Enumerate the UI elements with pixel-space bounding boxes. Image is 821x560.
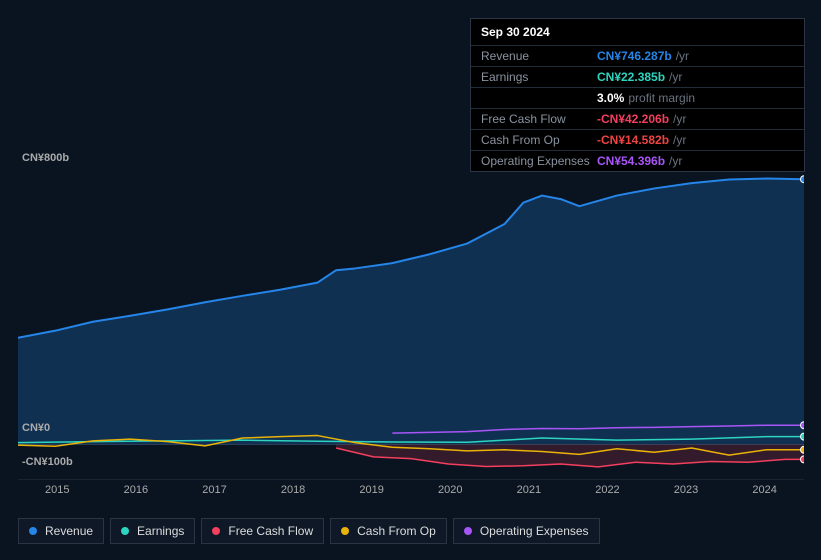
tooltip-row: Cash From Op-CN¥14.582b/yr — [471, 129, 804, 150]
tooltip-row: RevenueCN¥746.287b/yr — [471, 45, 804, 66]
tooltip-suffix: /yr — [673, 112, 686, 126]
legend-item[interactable]: Revenue — [18, 518, 104, 544]
legend-dot-icon — [121, 527, 129, 535]
y-axis-label: -CN¥100b — [22, 456, 73, 468]
x-axis-label: 2016 — [124, 484, 148, 496]
tooltip-row: 3.0% profit margin — [471, 87, 804, 108]
x-axis-label: 2020 — [438, 484, 462, 496]
legend-label: Free Cash Flow — [228, 524, 313, 538]
y-axis-label: CN¥0 — [22, 422, 50, 434]
data-tooltip: Sep 30 2024 RevenueCN¥746.287b/yrEarning… — [470, 18, 805, 172]
tooltip-suffix: /yr — [669, 70, 682, 84]
legend: Revenue Earnings Free Cash Flow Cash From O… — [18, 518, 600, 544]
legend-item[interactable]: Earnings — [110, 518, 195, 544]
x-axis-label: 2017 — [202, 484, 226, 496]
x-axis-label: 2015 — [45, 484, 69, 496]
legend-item[interactable]: Free Cash Flow — [201, 518, 324, 544]
tooltip-suffix: /yr — [676, 49, 689, 63]
financials-chart: CN¥800bCN¥0-CN¥100b 20152016201720182019… — [18, 160, 804, 480]
legend-dot-icon — [212, 527, 220, 535]
tooltip-value: CN¥22.385b — [597, 70, 665, 84]
legend-label: Revenue — [45, 524, 93, 538]
x-axis-label: 2019 — [359, 484, 383, 496]
tooltip-value: 3.0% — [597, 91, 624, 105]
tooltip-value: -CN¥42.206b — [597, 112, 669, 126]
chart-svg — [18, 160, 804, 480]
x-axis-label: 2024 — [752, 484, 776, 496]
x-axis-label: 2022 — [595, 484, 619, 496]
tooltip-suffix: /yr — [673, 133, 686, 147]
tooltip-date: Sep 30 2024 — [471, 19, 804, 45]
legend-dot-icon — [29, 527, 37, 535]
tooltip-label: Earnings — [481, 70, 597, 84]
legend-label: Earnings — [137, 524, 184, 538]
x-axis-label: 2018 — [281, 484, 305, 496]
legend-label: Cash From Op — [357, 524, 436, 538]
tooltip-row: EarningsCN¥22.385b/yr — [471, 66, 804, 87]
tooltip-suffix: profit margin — [628, 91, 695, 105]
x-axis-label: 2023 — [674, 484, 698, 496]
x-axis: 2015 2016 2017 2018 2019 2020 2021 2022 2023 2024 — [18, 484, 804, 496]
tooltip-label: Free Cash Flow — [481, 112, 597, 126]
x-axis-label: 2021 — [517, 484, 541, 496]
legend-dot-icon — [464, 527, 472, 535]
legend-item[interactable]: Operating Expenses — [453, 518, 600, 544]
legend-item[interactable]: Cash From Op — [330, 518, 447, 544]
tooltip-value: CN¥746.287b — [597, 49, 672, 63]
legend-label: Operating Expenses — [480, 524, 589, 538]
y-axis-label: CN¥800b — [22, 152, 69, 164]
tooltip-label: Revenue — [481, 49, 597, 63]
tooltip-value: -CN¥14.582b — [597, 133, 669, 147]
tooltip-row: Free Cash Flow-CN¥42.206b/yr — [471, 108, 804, 129]
legend-dot-icon — [341, 527, 349, 535]
tooltip-label: Cash From Op — [481, 133, 597, 147]
